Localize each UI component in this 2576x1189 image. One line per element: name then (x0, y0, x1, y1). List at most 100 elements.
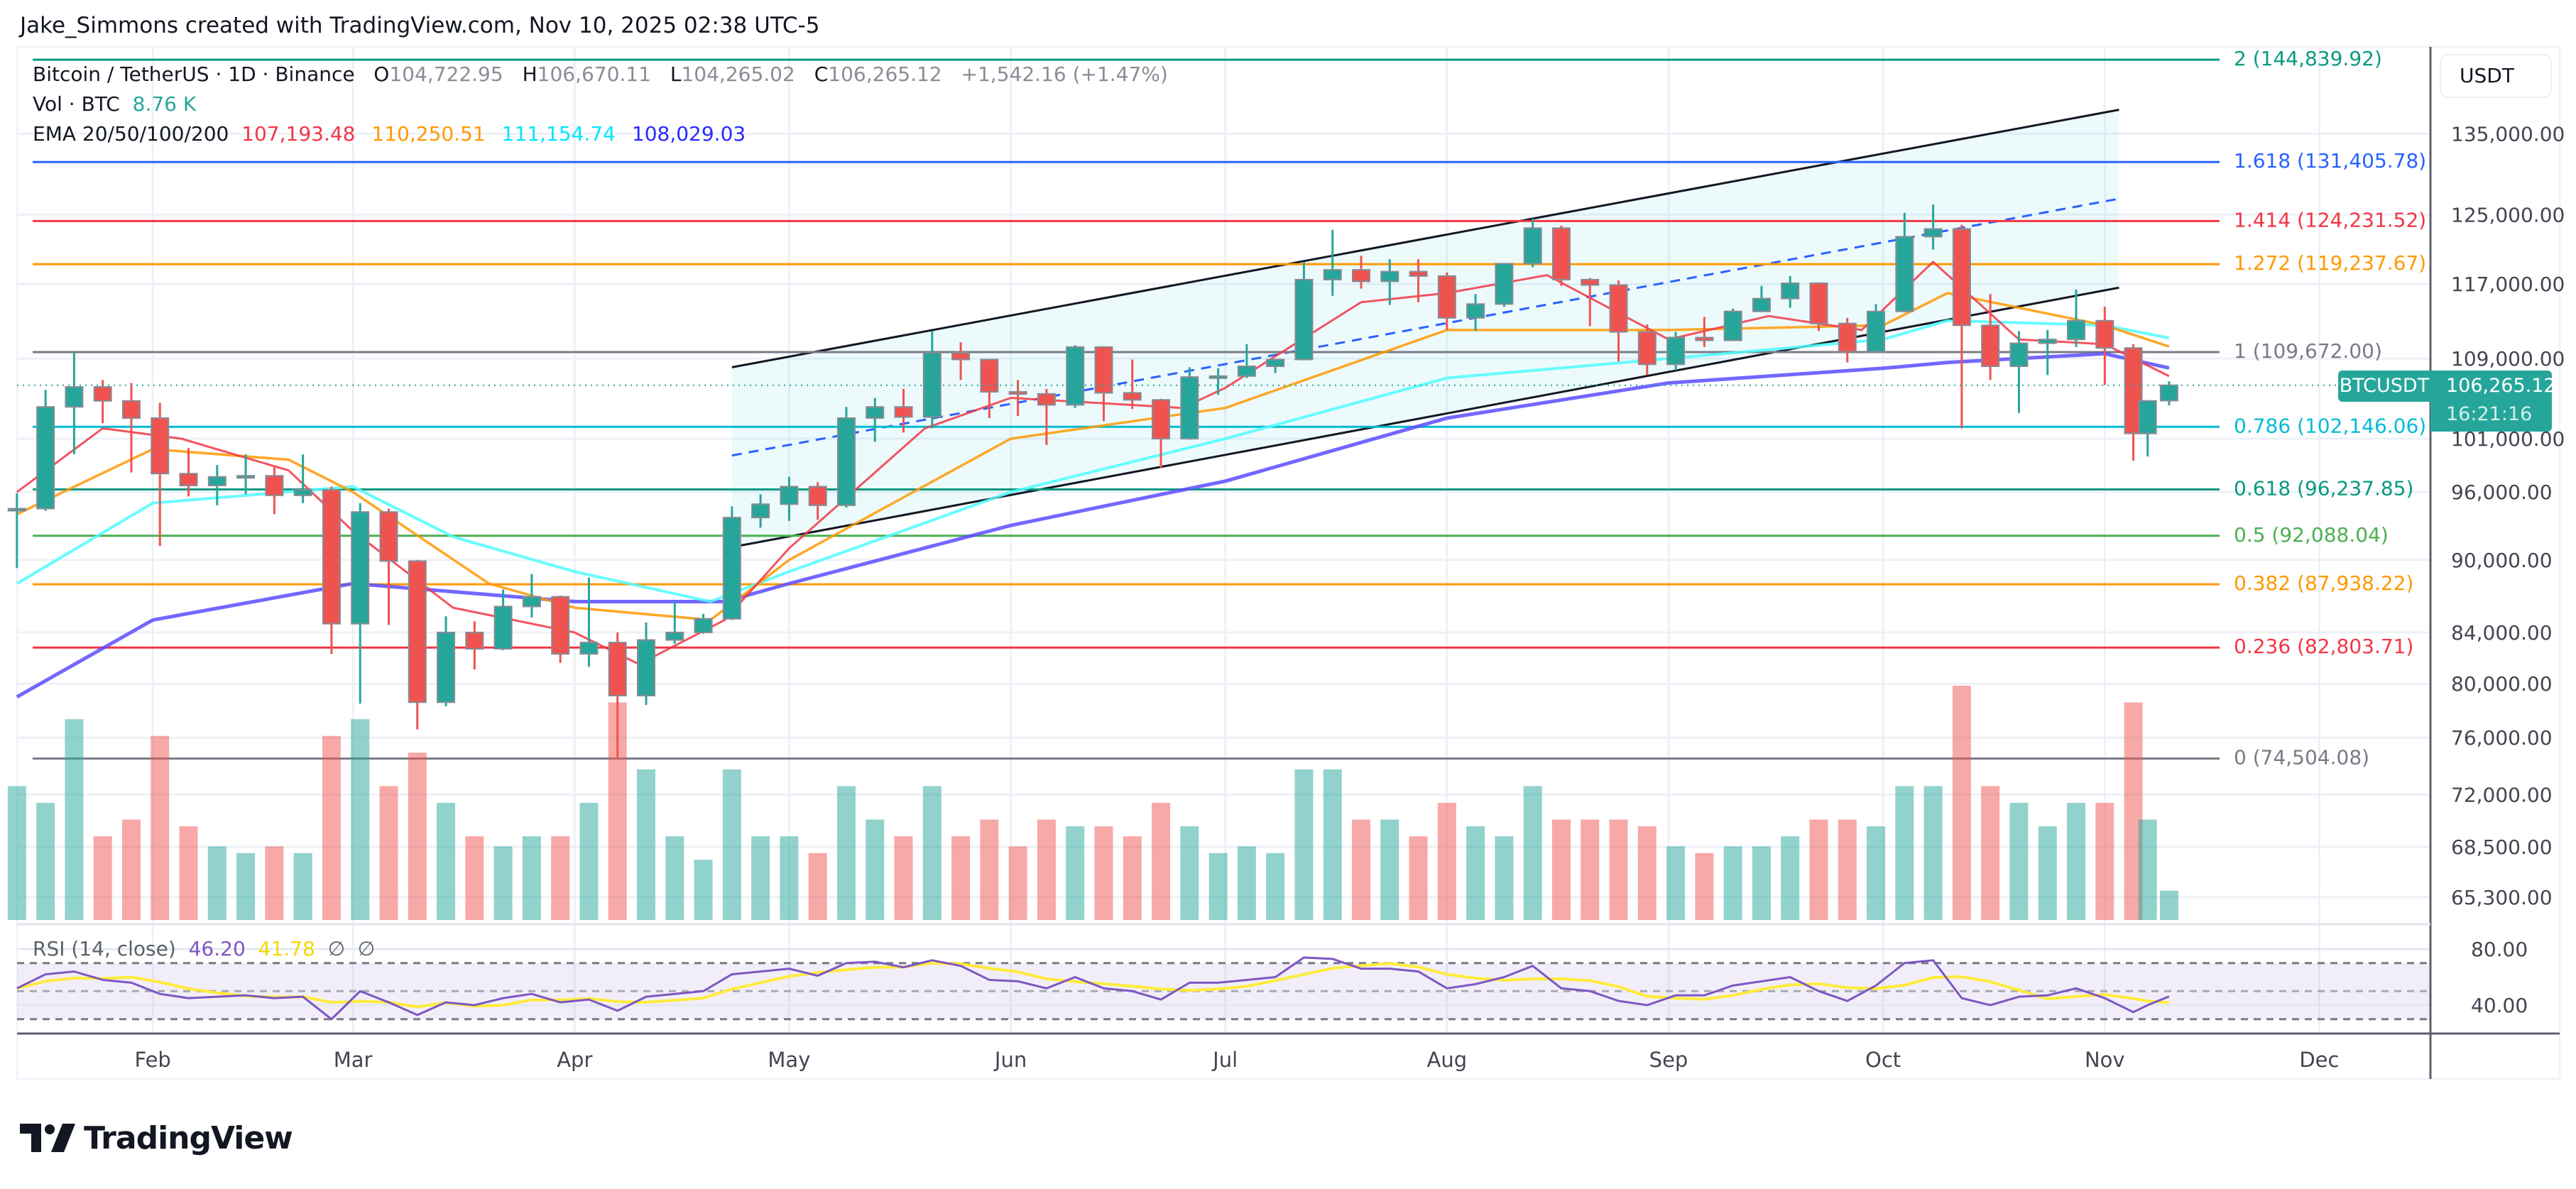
volume-bar (1066, 826, 1085, 920)
ema50-line (16, 292, 2170, 622)
candle-down (1609, 284, 1628, 333)
close-label: C (814, 62, 829, 86)
volume-bar (836, 786, 856, 920)
candle-down (408, 560, 427, 703)
volume-bar (1666, 846, 1686, 920)
candle-up (665, 631, 684, 641)
currency-button[interactable]: USDT (2440, 54, 2552, 98)
time-tick-label: Apr (557, 1048, 592, 1072)
candle-down (1437, 275, 1456, 319)
volume-bar (293, 853, 312, 920)
rsi-legend[interactable]: RSI (14, close) 46.20 41.78 ∅ ∅ (33, 937, 375, 960)
high-label: H (522, 62, 537, 86)
volume-bar (1008, 846, 1027, 920)
time-tick-label: Sep (1649, 1048, 1688, 1072)
candle-down (1551, 227, 1571, 280)
candle-up (780, 486, 799, 505)
candle-up (637, 639, 655, 696)
volume-bar (2159, 890, 2178, 920)
volume-bar (351, 719, 370, 920)
channel-fill (731, 109, 2119, 547)
candle-down (894, 406, 913, 418)
volume-bar (207, 846, 227, 920)
candle-down (1695, 336, 1714, 341)
price-tick-label: 68,500.00 (2451, 835, 2553, 859)
volume-bar (751, 836, 770, 920)
fib-label-1.414: 1.414 (124,231.52) (2234, 208, 2426, 231)
candle-down (980, 358, 999, 393)
volume-bar (866, 819, 885, 920)
volume-bar (1838, 819, 1857, 920)
fib-label-0.618: 0.618 (96,237.85) (2234, 477, 2413, 500)
bar-countdown: 16:21:16 (2446, 403, 2533, 425)
volume-bar (808, 853, 827, 920)
rsi-label: RSI (14, close) (33, 937, 176, 960)
candle-down (1152, 399, 1171, 439)
volume-bar (1495, 836, 1514, 920)
price-tick-label: 117,000.00 (2451, 273, 2565, 296)
time-axis[interactable]: Feb Mar Apr May Jun Jul Aug Sep Oct Nov Dec (134, 1048, 2339, 1072)
time-tick-label: Jul (1211, 1048, 1238, 1072)
candle-down (1581, 278, 1600, 286)
parallel-channel[interactable] (731, 109, 2119, 549)
volume-bar (1867, 826, 1886, 920)
volume-bar (951, 836, 971, 920)
candle-up (7, 508, 26, 512)
volume-bar (1323, 769, 1342, 920)
candle-up (1466, 303, 1485, 319)
volume-legend[interactable]: Vol · BTC 8.76 K (33, 92, 196, 116)
volume-bar (980, 819, 999, 920)
volume-bar (1695, 853, 1714, 920)
volume-bar (1752, 846, 1771, 920)
candle-down (1352, 269, 1370, 283)
candle-down (2095, 319, 2114, 349)
low-value: 104,265.02 (681, 62, 795, 86)
volume-bar (579, 803, 599, 920)
volume-bar (894, 836, 913, 920)
fib-retracement[interactable]: 2 (144,839.92) 1.618 (131,405.78) 1.414 (1… (33, 47, 2426, 769)
volume-bar (1466, 826, 1485, 920)
candle-down (1809, 282, 1828, 324)
volume-value: 8.76 K (132, 92, 197, 116)
ema100-line (16, 319, 2170, 603)
volume-bar (65, 719, 84, 920)
candle-down (151, 417, 170, 475)
channel-middle-line (731, 197, 2119, 457)
rsi-na-1: ∅ (327, 937, 345, 960)
price-tick-label: 84,000.00 (2451, 621, 2553, 645)
tradingview-logo-icon (20, 1124, 75, 1152)
rsi-axis[interactable]: 80.00 40.00 (2471, 938, 2528, 1017)
volume-bar (379, 786, 398, 920)
last-price: 106,265.12 (2446, 375, 2556, 397)
price-tick-label: 65,300.00 (2451, 886, 2553, 909)
candle-up (1323, 269, 1342, 280)
fib-label-0.786: 0.786 (102,146.06) (2234, 414, 2426, 437)
candle-down (121, 400, 141, 419)
candles (7, 204, 2178, 759)
ema200-value: 108,029.03 (631, 122, 746, 146)
volume-bar (2138, 819, 2157, 920)
volume-bar (1409, 836, 1428, 920)
candle-down (608, 642, 627, 696)
rsi-value: 46.20 (188, 937, 246, 960)
symbol-name[interactable]: Bitcoin / TetherUS · 1D · Binance (33, 62, 355, 86)
price-tick-label: 135,000.00 (2451, 122, 2565, 146)
price-tick-label: 96,000.00 (2451, 481, 2553, 504)
last-price-tag: 106,265.12 16:21:16 (2430, 371, 2556, 432)
channel-lower-line (731, 286, 2119, 549)
price-tick-label: 109,000.00 (2451, 347, 2565, 371)
low-label: L (670, 62, 682, 86)
candle-down (1094, 346, 1113, 394)
volume-bar (1609, 819, 1628, 920)
candle-up (1781, 282, 1800, 300)
price-axis[interactable]: 135,000.00 125,000.00 117,000.00 109,000.00… (2451, 122, 2565, 909)
tradingview-logo[interactable]: TradingView (20, 1120, 293, 1156)
time-tick-label: Oct (1865, 1048, 1901, 1072)
ema-legend[interactable]: EMA 20/50/100/200 107,193.48 110,250.51 … (33, 122, 746, 146)
volume-bar (1094, 826, 1113, 920)
candle-up (2038, 339, 2057, 344)
volume-bar (1895, 786, 1914, 920)
open-value: 104,722.95 (389, 62, 503, 86)
volume-bar (1809, 819, 1828, 920)
